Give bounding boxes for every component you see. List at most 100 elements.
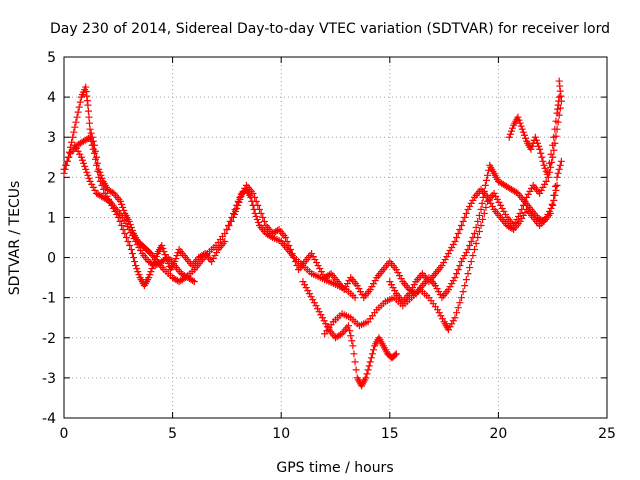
- data-point-track-g: [405, 290, 413, 298]
- data-point-track-e: [368, 350, 376, 358]
- data-point-track-a: [87, 129, 95, 137]
- data-point-track-d: [466, 242, 474, 250]
- data-point-track-c: [104, 196, 112, 204]
- data-point-track-b: [63, 157, 71, 165]
- data-point-track-c: [128, 231, 136, 239]
- data-point-track-d: [326, 271, 334, 279]
- data-point-track-e: [391, 351, 399, 359]
- data-point-track-c: [137, 247, 145, 255]
- data-point-track-b: [160, 248, 168, 256]
- data-point-track-b: [60, 165, 68, 173]
- data-point-track-c: [76, 150, 84, 158]
- data-point-track-d: [453, 270, 461, 278]
- data-point-track-e: [366, 358, 374, 366]
- data-point-track-f: [493, 195, 501, 203]
- data-point-track-g: [518, 214, 526, 222]
- data-point-track-d: [472, 223, 480, 231]
- data-point-track-a: [221, 229, 229, 237]
- data-point-track-e: [307, 293, 315, 301]
- data-point-track-d: [553, 173, 561, 181]
- data-point-track-e: [350, 350, 358, 358]
- data-point-track-c: [74, 147, 82, 155]
- data-point-track-e: [348, 337, 356, 345]
- data-point-track-g: [519, 211, 527, 219]
- data-point-track-d: [512, 188, 520, 196]
- data-point-track-d: [273, 226, 281, 234]
- data-point-track-h: [536, 145, 544, 153]
- data-point-track-g: [407, 287, 415, 295]
- data-point-track-c: [163, 255, 171, 263]
- data-point-track-a: [72, 118, 80, 126]
- data-point-track-g: [438, 262, 446, 270]
- data-point-track-f: [449, 317, 457, 325]
- data-point-track-c: [84, 171, 92, 179]
- data-point-track-h: [537, 149, 545, 157]
- data-point-track-d: [311, 256, 319, 264]
- data-point-track-g: [467, 199, 475, 207]
- data-point-track-e: [362, 374, 370, 382]
- data-point-track-g: [544, 210, 552, 218]
- data-point-track-e: [312, 302, 320, 310]
- data-point-track-g: [462, 209, 470, 217]
- data-point-track-b: [88, 141, 96, 149]
- data-point-track-d: [471, 229, 479, 237]
- data-point-track-d: [317, 268, 325, 276]
- data-point-track-b: [158, 242, 166, 250]
- data-point-track-e: [309, 296, 317, 304]
- data-point-track-b: [124, 238, 132, 246]
- data-point-track-c: [189, 277, 197, 285]
- data-point-track-d: [356, 288, 364, 296]
- data-point-track-g: [457, 221, 465, 229]
- data-point-track-c: [81, 162, 89, 170]
- data-point-track-g: [451, 238, 459, 246]
- data-point-track-f: [536, 189, 544, 197]
- data-point-track-f: [444, 326, 452, 334]
- data-point-track-f: [519, 201, 527, 209]
- data-point-track-f: [477, 221, 485, 229]
- data-point-track-e: [370, 346, 378, 354]
- data-point-track-g: [454, 229, 462, 237]
- data-point-track-c: [127, 228, 135, 236]
- data-point-track-d: [286, 246, 294, 254]
- data-point-track-a: [86, 125, 94, 133]
- data-point-track-a: [116, 197, 124, 205]
- data-point-track-b: [127, 246, 135, 254]
- data-point-track-e: [301, 281, 309, 289]
- data-point-track-f: [462, 276, 470, 284]
- data-point-track-c: [124, 222, 132, 230]
- data-point-track-b: [100, 185, 108, 193]
- data-point-track-h: [515, 116, 523, 124]
- data-point-track-b: [172, 255, 180, 263]
- data-point-track-d: [316, 265, 324, 273]
- data-point-track-f: [456, 299, 464, 307]
- data-point-track-h: [531, 133, 539, 141]
- data-point-track-d: [462, 249, 470, 257]
- data-point-track-b: [131, 258, 139, 266]
- data-point-track-b: [159, 245, 167, 253]
- y-tick-label: -3: [42, 371, 56, 387]
- data-point-track-d: [474, 217, 482, 225]
- data-point-track-b: [211, 252, 219, 260]
- data-point-track-h: [555, 77, 563, 85]
- data-point-track-e: [314, 305, 322, 313]
- data-point-track-b: [89, 145, 97, 153]
- data-point-track-f: [498, 204, 506, 212]
- data-point-track-h: [533, 139, 541, 147]
- data-point-track-d: [446, 283, 454, 291]
- data-point-track-h: [547, 163, 555, 171]
- data-point-track-e: [351, 358, 359, 366]
- data-point-track-g: [448, 244, 456, 252]
- data-point-track-d: [396, 272, 404, 280]
- data-point-track-d: [309, 253, 317, 261]
- data-point-track-b: [209, 255, 217, 263]
- data-point-track-f: [451, 314, 459, 322]
- data-point-track-f: [446, 323, 454, 331]
- data-point-track-d: [343, 280, 351, 288]
- data-point-track-f: [526, 187, 534, 195]
- x-tick-label: 10: [272, 426, 290, 442]
- data-point-track-d: [353, 282, 361, 290]
- data-point-track-c: [82, 165, 90, 173]
- data-point-track-d: [290, 254, 298, 262]
- data-point-track-h: [519, 128, 527, 136]
- data-point-track-g: [446, 247, 454, 255]
